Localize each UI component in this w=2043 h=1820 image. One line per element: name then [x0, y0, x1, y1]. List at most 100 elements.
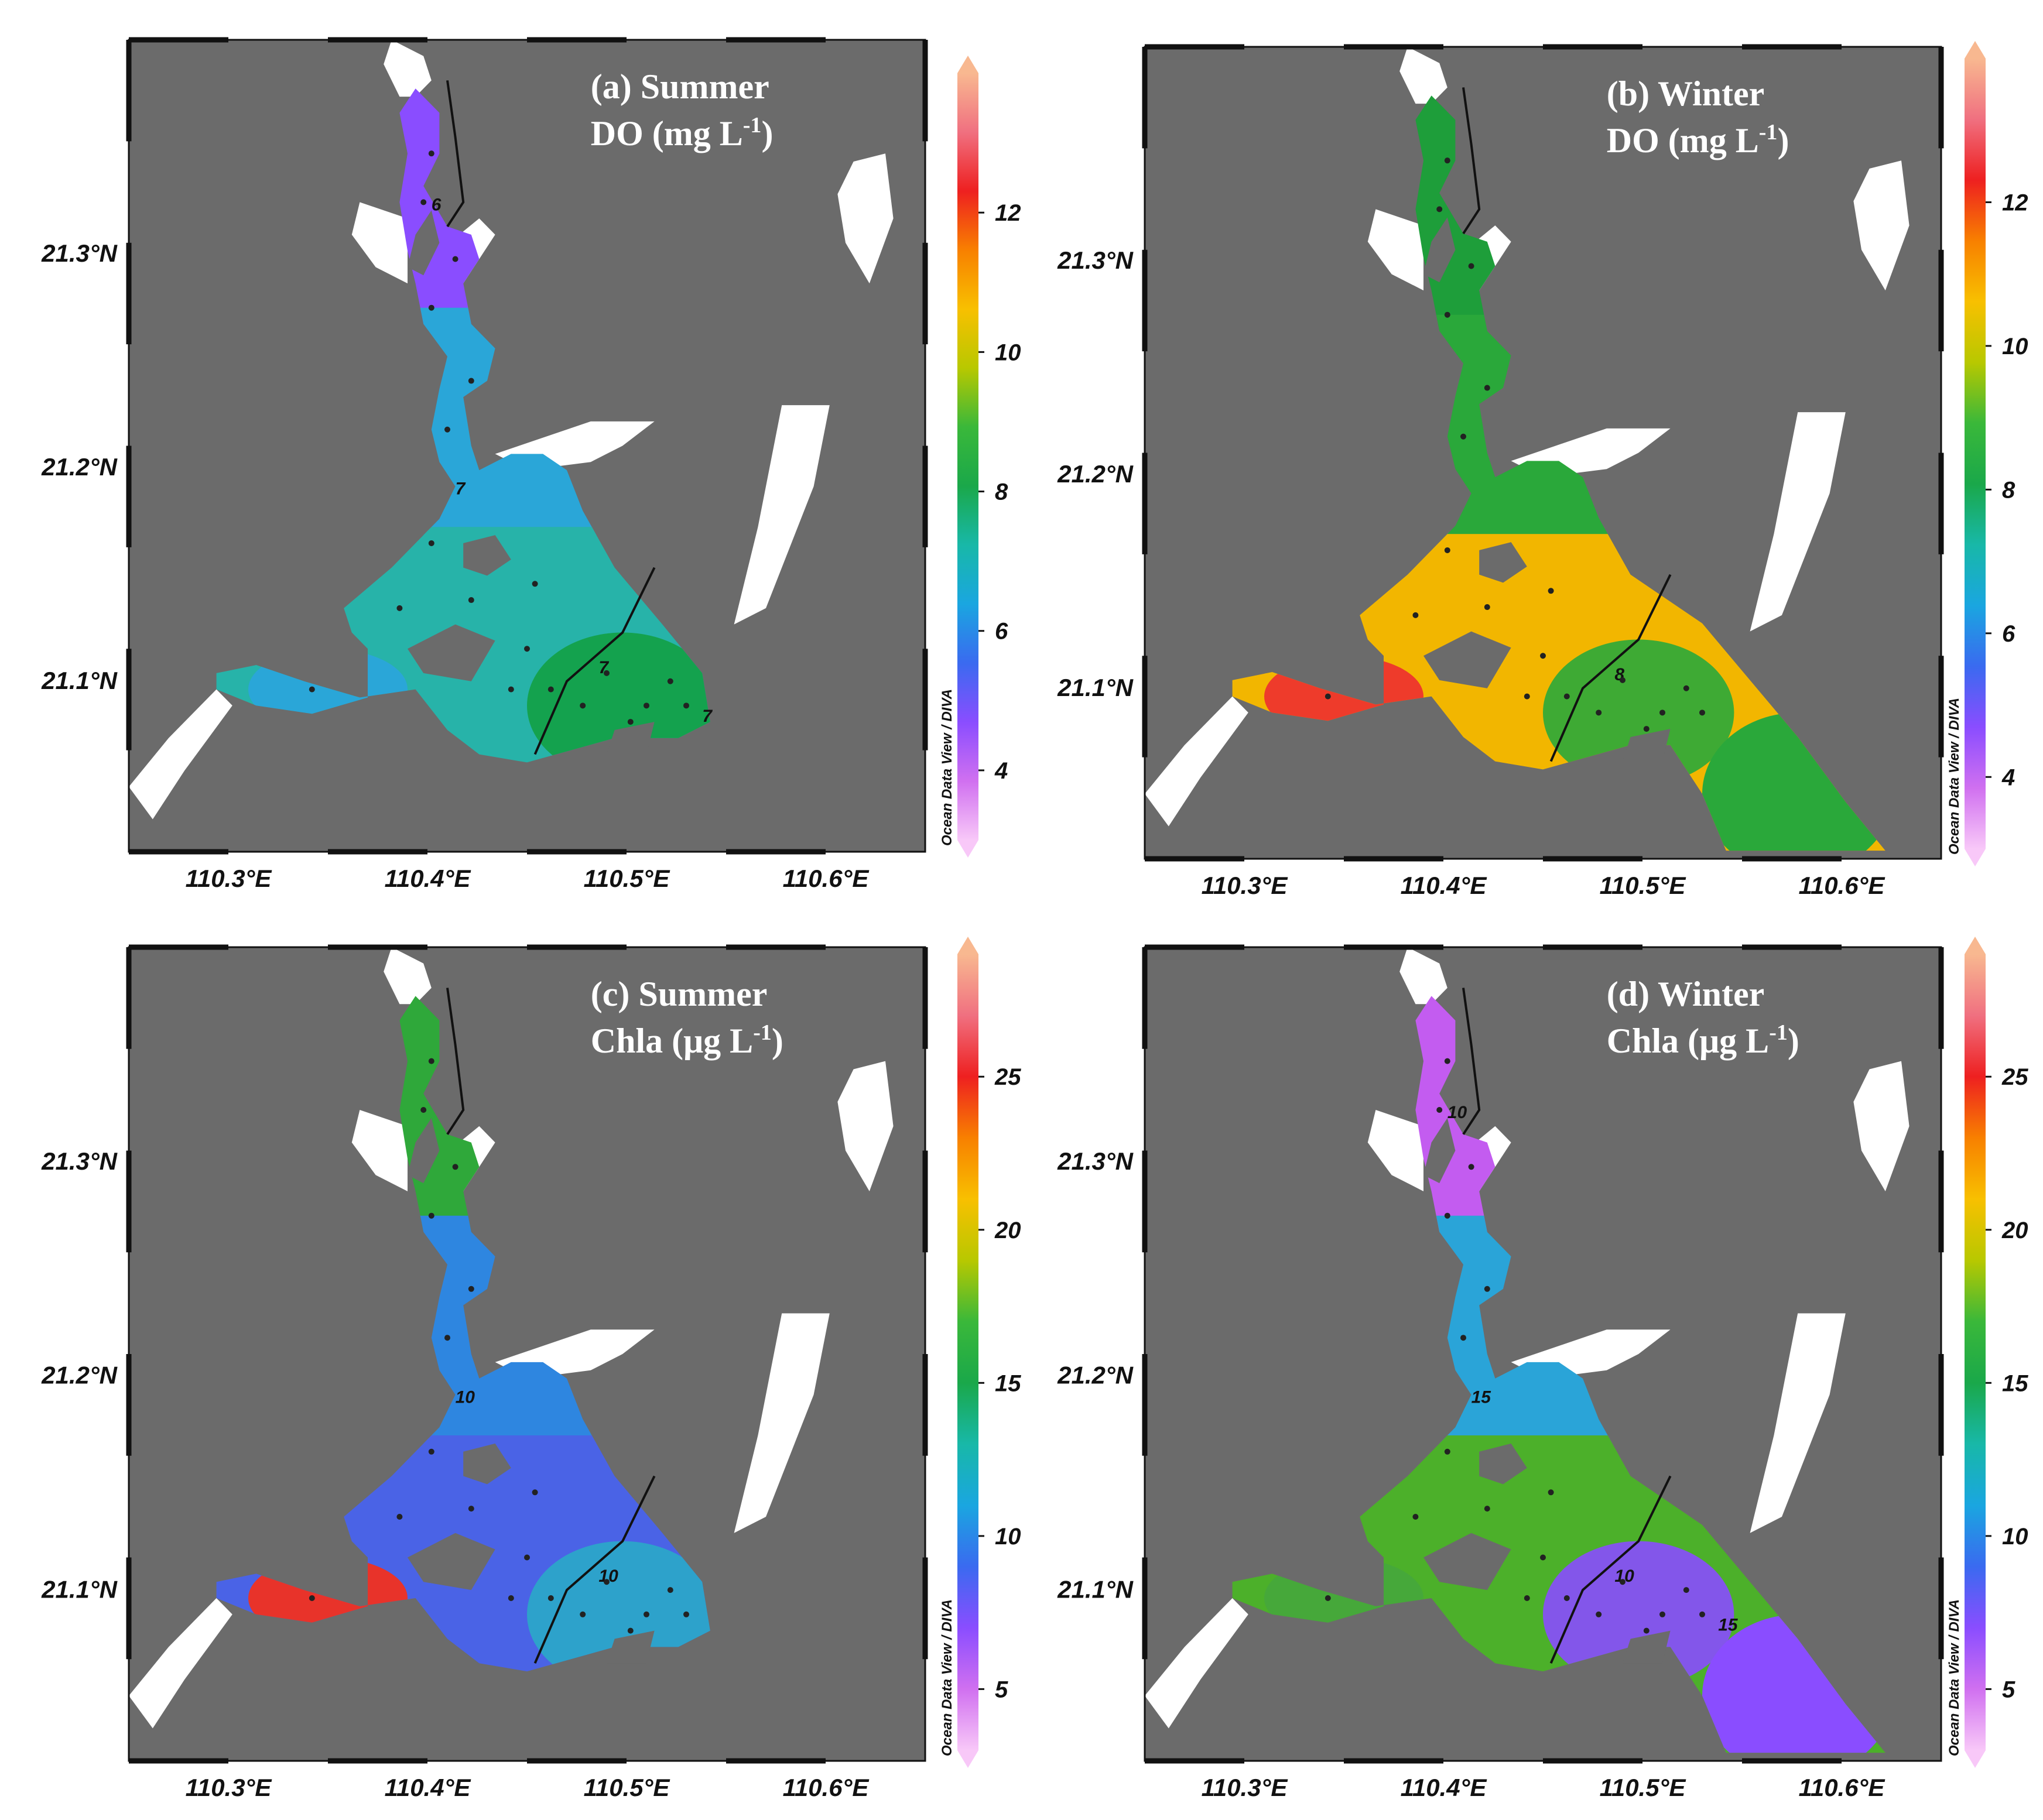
station-marker — [428, 1212, 434, 1219]
station-marker — [420, 199, 427, 205]
station-marker — [1524, 1595, 1530, 1601]
panel-subtitle: Chla (μg L-1) — [1607, 1020, 1799, 1060]
x-tick-label: 110.5°E — [1600, 872, 1687, 899]
colorbar-bottom-cap — [957, 1750, 978, 1768]
station-marker — [1444, 311, 1450, 318]
station-marker — [604, 670, 610, 676]
field-east — [1543, 639, 1734, 786]
station-marker — [428, 1448, 434, 1455]
subtitle-end: ) — [1788, 1022, 1799, 1060]
station-marker — [1699, 1611, 1705, 1617]
contour-label: 15 — [1471, 1387, 1492, 1407]
island — [463, 535, 511, 576]
station-marker — [452, 256, 458, 262]
y-tick-label: 21.2°N — [41, 453, 118, 481]
subtitle-main: DO (mg L — [591, 114, 743, 153]
colorbar-top-cap — [957, 937, 978, 954]
station-marker — [1444, 1212, 1450, 1219]
station-marker — [468, 1506, 474, 1512]
station-marker — [1484, 385, 1490, 391]
colorbar-bottom-cap — [1965, 1750, 1986, 1768]
island — [408, 624, 495, 681]
station-marker — [420, 1107, 427, 1113]
colorbar-tick-label: 5 — [995, 1677, 1008, 1702]
y-tick-label: 21.2°N — [1057, 1362, 1134, 1389]
station-marker — [1468, 1164, 1474, 1170]
station-marker — [1659, 1611, 1665, 1617]
station-marker — [1596, 710, 1602, 716]
panel-title: (b) Winter — [1607, 74, 1764, 113]
panel-d: 10 15 15 10 110.3°E 110.4°E 110.5°E 110.6°E 21.1… — [1057, 937, 2028, 1801]
colorbar-tick-label: 20 — [2001, 1218, 2028, 1243]
subtitle-sup: -1 — [1769, 1020, 1788, 1045]
island — [607, 1630, 655, 1664]
mudflat-area — [734, 1313, 830, 1533]
station-marker — [1620, 677, 1625, 683]
station-marker — [428, 540, 434, 546]
mudflat-area — [1367, 1110, 1423, 1191]
colorbar-tick-label: 4 — [2001, 765, 2015, 790]
panel-subtitle: DO (mg L-1) — [1607, 120, 1789, 160]
colorbar-tick-label: 10 — [2002, 1524, 2028, 1550]
station-marker — [604, 1579, 610, 1585]
station-marker — [428, 150, 434, 157]
station-marker — [683, 702, 689, 709]
x-tick-label: 110.4°E — [1401, 872, 1488, 899]
island — [408, 1118, 440, 1184]
station-marker — [444, 1335, 450, 1341]
colorbar-tick-label: 10 — [995, 340, 1021, 365]
station-marker — [547, 686, 554, 693]
island — [408, 1533, 495, 1591]
station-marker — [644, 702, 649, 709]
credit-label: Ocean Data View / DIVA — [939, 689, 955, 846]
station-marker — [1460, 1335, 1466, 1341]
station-marker — [1540, 653, 1546, 659]
station-marker — [309, 1595, 315, 1601]
colorbar-tick-label: 12 — [995, 200, 1021, 226]
station-marker — [1444, 1448, 1450, 1455]
station-marker — [1444, 157, 1450, 164]
island — [1423, 1533, 1511, 1591]
subtitle-end: ) — [1777, 121, 1789, 160]
station-marker — [1620, 1579, 1625, 1585]
x-tick-label: 110.4°E — [385, 865, 472, 892]
x-tick-label: 110.6°E — [783, 865, 870, 892]
credit-label: Ocean Data View / DIVA — [939, 1599, 955, 1756]
mudflat-area — [1853, 1061, 1909, 1191]
station-marker — [428, 304, 434, 311]
colorbar-bottom-cap — [957, 840, 978, 858]
station-marker — [1596, 1611, 1602, 1617]
station-marker — [644, 1611, 649, 1617]
station-marker — [1563, 1595, 1570, 1601]
colorbar-top-cap — [957, 56, 978, 73]
y-tick-label: 21.2°N — [41, 1362, 118, 1389]
panel-c: 10 10 110.3°E 110.4°E 110.5°E 110.6°E 21.1°N 21… — [41, 937, 1021, 1801]
panel-title: (c) Summer — [591, 975, 768, 1013]
station-marker — [524, 646, 530, 652]
contour-label: 15 — [1718, 1616, 1739, 1635]
colorbar — [1965, 59, 1986, 849]
station-marker — [1412, 1514, 1419, 1520]
panel-title: (d) Winter — [1607, 975, 1764, 1013]
station-marker — [1484, 1506, 1490, 1512]
station-marker — [1699, 710, 1705, 716]
station-marker — [1444, 547, 1450, 553]
subtitle-main: Chla (μg L — [591, 1022, 753, 1060]
station-marker — [1325, 1595, 1331, 1601]
station-marker — [468, 1286, 474, 1292]
colorbar-tick-label: 10 — [2002, 334, 2028, 359]
station-marker — [468, 597, 474, 604]
station-marker — [524, 1554, 530, 1561]
contour-label: 10 — [456, 1387, 475, 1407]
colorbar-tick-label: 25 — [2001, 1064, 2028, 1090]
colorbar-tick-label: 8 — [2002, 477, 2015, 503]
y-tick-label: 21.1°N — [41, 667, 118, 694]
station-marker — [1563, 693, 1570, 700]
station-marker — [1484, 1286, 1490, 1292]
colorbar-bottom-cap — [1965, 849, 1986, 866]
station-marker — [1325, 693, 1331, 700]
mudflat-area — [734, 405, 830, 625]
colorbar-tick-label: 8 — [995, 479, 1008, 505]
y-tick-label: 21.1°N — [1057, 674, 1134, 701]
